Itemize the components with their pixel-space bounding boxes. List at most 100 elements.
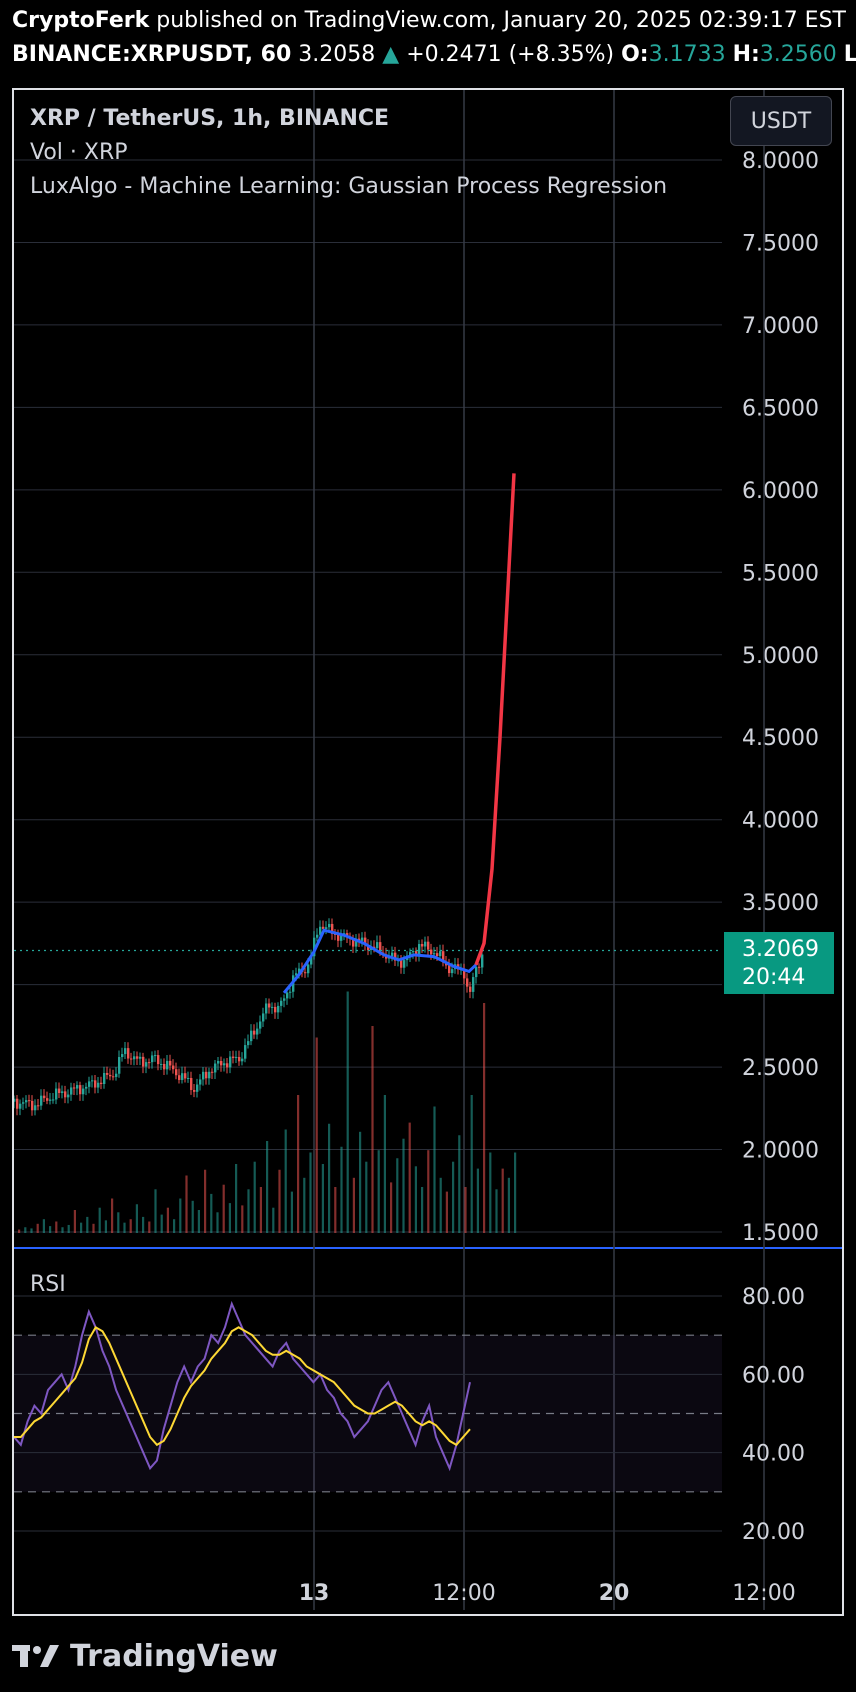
- candle-body: [19, 1103, 22, 1109]
- candle-body: [250, 1030, 253, 1042]
- candle-body: [283, 998, 286, 1001]
- candle-body: [193, 1089, 196, 1092]
- volume-bar: [433, 1106, 436, 1233]
- open-label: O:: [621, 42, 649, 67]
- candle-body: [412, 951, 415, 953]
- candle-body: [427, 941, 430, 950]
- candle-body: [316, 934, 319, 938]
- volume-bar: [483, 1003, 486, 1233]
- volume-bar: [458, 1135, 461, 1233]
- volume-bar: [421, 1187, 424, 1233]
- candle-body: [247, 1041, 250, 1046]
- rsi-axis-label: 60.00: [742, 1363, 805, 1388]
- high-value: 3.2560: [759, 42, 837, 67]
- chart-title[interactable]: XRP / TetherUS, 1h, BINANCE: [30, 106, 390, 131]
- candle-body: [277, 1005, 280, 1013]
- candle-body: [343, 933, 346, 935]
- candle-body: [133, 1056, 136, 1060]
- candle-body: [274, 1006, 277, 1013]
- rsi-axis-label: 40.00: [742, 1442, 805, 1467]
- volume-bar: [55, 1221, 58, 1233]
- candle-body: [394, 952, 397, 961]
- candle-body: [214, 1063, 217, 1073]
- volume-bar: [309, 1152, 312, 1233]
- candle-body: [391, 952, 394, 957]
- bar-countdown: 20:44: [742, 965, 806, 990]
- volume-bar: [334, 1187, 337, 1233]
- volume-legend[interactable]: Vol · XRP: [30, 140, 128, 165]
- publisher-name: CryptoFerk: [12, 8, 150, 33]
- volume-bar: [452, 1161, 455, 1233]
- candle-body: [208, 1071, 211, 1079]
- candle-body: [130, 1058, 133, 1060]
- candle-body: [433, 953, 436, 955]
- volume-bar: [514, 1152, 517, 1233]
- volume-bar: [272, 1207, 275, 1233]
- price-axis-label: 4.0000: [742, 809, 819, 834]
- candle-body: [175, 1069, 178, 1076]
- candle-body: [73, 1087, 76, 1089]
- candle-body: [223, 1063, 226, 1066]
- candle-body: [211, 1071, 214, 1073]
- candle-body: [451, 969, 454, 974]
- volume-bar: [427, 1150, 430, 1233]
- volume-bar: [278, 1169, 281, 1233]
- volume-bar: [98, 1207, 101, 1233]
- candle-body: [196, 1084, 199, 1092]
- candle-body: [268, 1003, 271, 1008]
- volume-bar: [303, 1177, 306, 1233]
- volume-bar: [117, 1212, 120, 1233]
- candle-body: [58, 1088, 61, 1093]
- high-label: H:: [732, 42, 760, 67]
- volume-bar: [390, 1182, 393, 1233]
- candle-body: [43, 1095, 46, 1099]
- candle-body: [376, 942, 379, 949]
- candle-body: [49, 1099, 52, 1101]
- volume-bar: [235, 1164, 238, 1233]
- candle-body: [325, 927, 328, 929]
- volume-bar: [197, 1210, 200, 1233]
- candle-body: [289, 991, 292, 993]
- candle-body: [322, 926, 325, 929]
- candle-body: [358, 938, 361, 941]
- candle-body: [337, 934, 340, 941]
- candle-body: [352, 938, 355, 947]
- volume-bar: [49, 1226, 52, 1233]
- candle-body: [94, 1080, 97, 1088]
- volume-bar: [210, 1193, 213, 1233]
- candle-body: [64, 1091, 67, 1098]
- volume-bar: [439, 1177, 442, 1233]
- candle-body: [118, 1057, 121, 1074]
- volume-bar: [365, 1161, 368, 1233]
- candle-body: [328, 923, 331, 928]
- time-axis-label: 12:00: [732, 1581, 795, 1606]
- candle-body: [379, 942, 382, 953]
- candle-body: [76, 1085, 79, 1089]
- candle-body: [331, 923, 334, 934]
- candle-body: [286, 992, 289, 999]
- currency-button[interactable]: USDT: [730, 96, 832, 146]
- candle-body: [478, 966, 481, 968]
- candle-body: [439, 951, 442, 957]
- candle-body: [307, 964, 310, 974]
- volume-bar: [321, 1164, 324, 1233]
- candle-body: [181, 1073, 184, 1080]
- candle-body: [367, 945, 370, 950]
- candle-body: [373, 946, 376, 949]
- rsi-legend[interactable]: RSI: [30, 1272, 66, 1297]
- candle-body: [400, 960, 403, 968]
- candle-body: [151, 1055, 154, 1063]
- candle-body: [79, 1085, 82, 1095]
- candle-body: [13, 1098, 16, 1102]
- volume-bar: [104, 1220, 107, 1233]
- volume-bar: [414, 1166, 417, 1233]
- candle-body: [190, 1078, 193, 1090]
- candle-body: [361, 937, 364, 941]
- rsi-axis-label: 20.00: [742, 1520, 805, 1545]
- candle-body: [82, 1088, 85, 1095]
- volume-bar: [501, 1168, 504, 1233]
- indicator-legend[interactable]: LuxAlgo - Machine Learning: Gaussian Pro…: [30, 174, 668, 199]
- current-price-value: 3.2069: [742, 937, 819, 962]
- volume-bar: [408, 1122, 411, 1233]
